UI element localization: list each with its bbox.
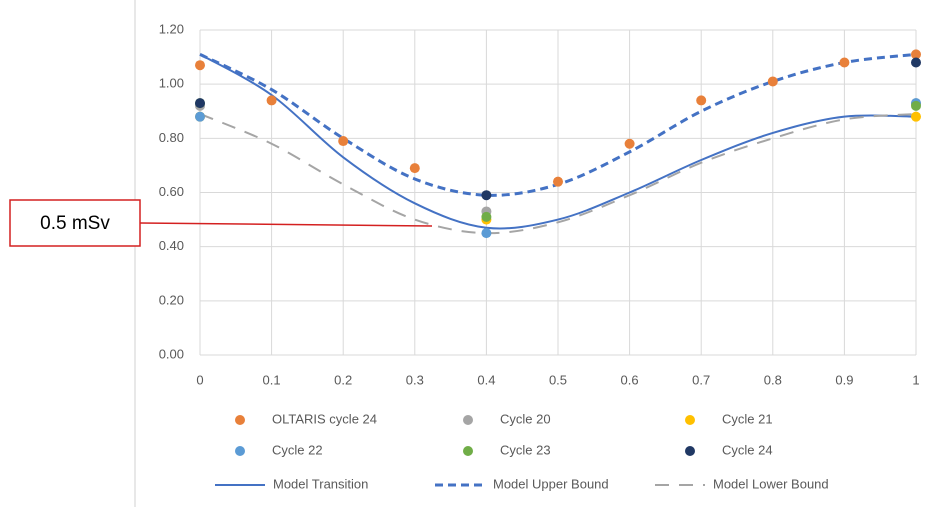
data-point <box>911 57 921 68</box>
data-point <box>481 228 492 239</box>
legend-label: OLTARIS cycle 24 <box>272 411 377 426</box>
legend-marker <box>235 446 245 456</box>
data-point <box>481 190 492 201</box>
legend-label: Cycle 21 <box>722 411 773 426</box>
y-tick-label: 0.80 <box>159 130 184 145</box>
x-tick-label: 0.4 <box>477 372 495 387</box>
legend-label: Model Transition <box>273 476 368 491</box>
x-tick-label: 0.9 <box>835 372 853 387</box>
legend-marker <box>463 446 473 456</box>
y-tick-label: 1.20 <box>159 21 184 36</box>
data-point <box>409 163 420 174</box>
x-tick-label: 0.7 <box>692 372 710 387</box>
x-tick-label: 0 <box>196 372 203 387</box>
legend-marker <box>463 415 473 425</box>
data-point <box>553 176 563 187</box>
data-point <box>767 76 778 87</box>
data-point <box>911 49 921 60</box>
data-point <box>266 95 277 106</box>
annotation-line <box>139 222 433 227</box>
data-point <box>911 100 921 111</box>
x-tick-label: 0.6 <box>621 372 639 387</box>
annotation-box <box>9 199 141 247</box>
x-tick-label: 0.5 <box>549 372 567 387</box>
data-point <box>195 98 205 109</box>
data-point <box>696 95 707 106</box>
data-point <box>911 111 921 122</box>
y-tick-label: 0.60 <box>159 184 184 199</box>
legend-marker <box>685 415 695 425</box>
data-point <box>481 211 492 222</box>
plot-area <box>199 29 917 356</box>
legend-marker <box>235 415 245 425</box>
data-point <box>624 138 635 149</box>
x-tick-label: 1 <box>912 372 919 387</box>
data-point <box>195 111 205 122</box>
legend-label: Cycle 20 <box>500 411 551 426</box>
legend-label: Cycle 22 <box>272 442 323 457</box>
x-tick-label: 0.3 <box>406 372 424 387</box>
data-point <box>338 136 349 147</box>
legend-label: Model Upper Bound <box>493 476 609 491</box>
legend-label: Cycle 23 <box>500 442 551 457</box>
annotation: 0.5 mSv <box>40 213 110 234</box>
legend-marker <box>685 446 695 456</box>
x-tick-label: 0.1 <box>263 372 281 387</box>
y-tick-label: 0.40 <box>159 238 184 253</box>
model-line <box>199 112 917 235</box>
data-point <box>839 57 850 68</box>
data-point <box>195 60 205 71</box>
y-tick-label: 0.00 <box>159 346 184 361</box>
y-tick-label: 1.00 <box>159 76 184 91</box>
model-line <box>199 53 917 230</box>
legend-label: Cycle 24 <box>722 442 773 457</box>
y-tick-label: 0.20 <box>159 292 184 307</box>
x-tick-label: 0.8 <box>764 372 782 387</box>
legend-label: Model Lower Bound <box>713 476 829 491</box>
x-tick-label: 0.2 <box>334 372 352 387</box>
